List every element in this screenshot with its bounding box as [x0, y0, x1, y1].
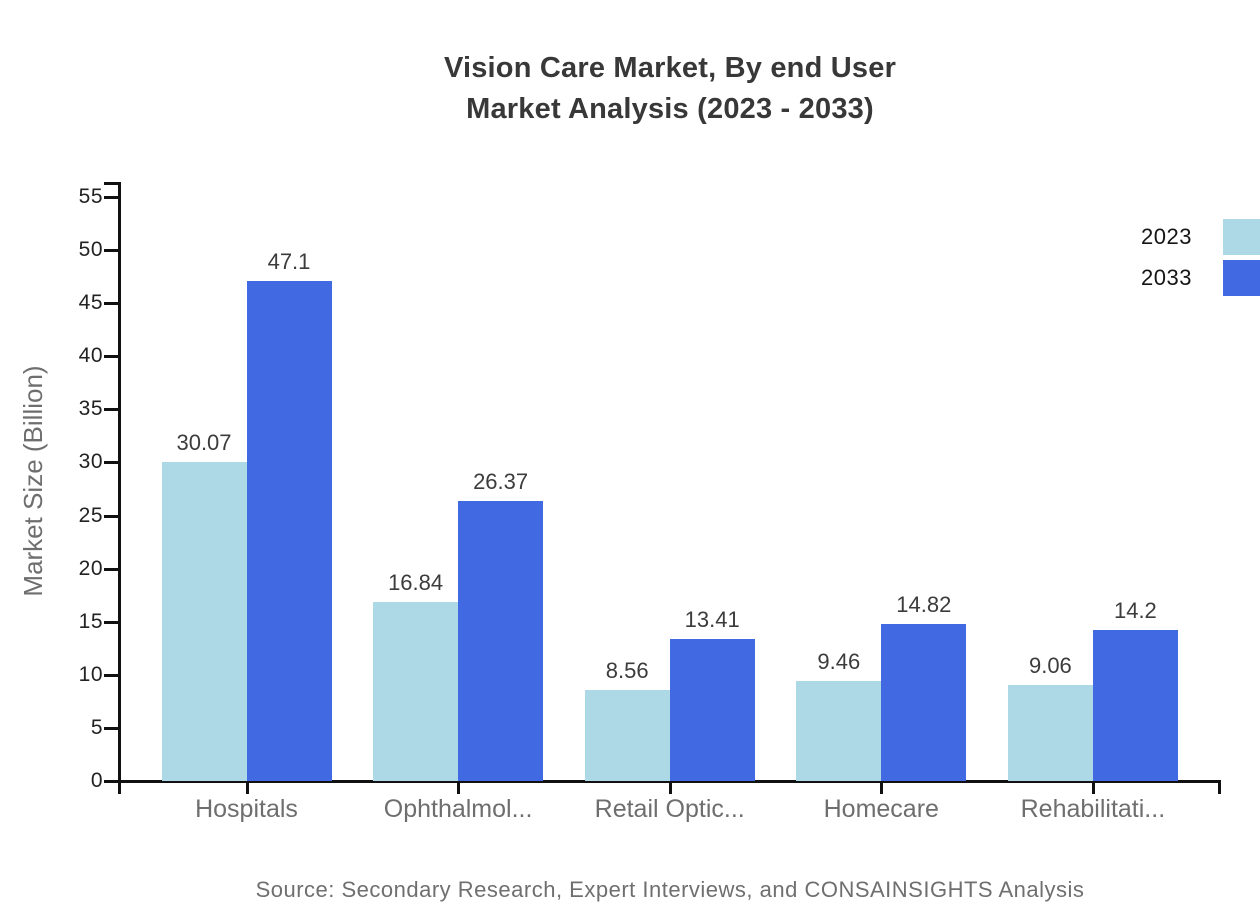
y-tick-label: 35: [78, 397, 103, 421]
y-tick-label: 20: [78, 556, 103, 580]
legend-swatch-2023: [1223, 219, 1260, 255]
y-tick: [104, 620, 118, 624]
category-label: Ophthalmol...: [383, 795, 533, 823]
x-tick: [668, 781, 672, 794]
value-label: 26.37: [473, 468, 529, 494]
y-tick: [104, 249, 118, 253]
category-label: Rehabilitati...: [1020, 795, 1166, 823]
y-tick-label: 10: [78, 662, 103, 686]
bar-2033: [1092, 630, 1178, 781]
y-axis-end-tick: [104, 182, 118, 185]
bar-2033: [246, 280, 332, 781]
category-label: Homecare: [823, 795, 939, 823]
y-tick-label: 5: [90, 715, 103, 739]
x-tick: [245, 781, 249, 794]
y-tick: [104, 726, 118, 730]
y-tick: [104, 408, 118, 412]
y-tick: [104, 461, 118, 465]
bar-2023: [373, 602, 459, 781]
y-tick: [104, 302, 118, 306]
bar-2033: [669, 638, 755, 781]
x-axis-corner-tick: [118, 781, 121, 794]
y-tick-label: 30: [78, 450, 103, 474]
value-label: 47.1: [267, 248, 311, 274]
y-tick-label: 25: [78, 503, 103, 527]
category-label: Hospitals: [195, 795, 298, 823]
legend-item-2033: 2033: [1080, 260, 1260, 296]
value-label: 14.2: [1113, 598, 1157, 624]
y-tick-label: 15: [78, 609, 103, 633]
y-tick: [104, 514, 118, 518]
x-tick: [1091, 781, 1095, 794]
value-label: 9.46: [817, 648, 861, 674]
chart-title-line1: Vision Care Market, By end User: [443, 52, 897, 84]
bar-2023: [1007, 684, 1093, 781]
value-label: 9.06: [1028, 652, 1072, 678]
bar-2033: [881, 623, 967, 781]
legend-label-2023: 2023: [1141, 224, 1192, 249]
y-tick: [104, 567, 118, 571]
y-tick: [104, 196, 118, 199]
y-axis-line: [118, 182, 121, 782]
chart-title: Vision Care Market, By end User Market A…: [80, 48, 1260, 130]
x-axis-line: [104, 780, 1221, 783]
y-tick: [104, 673, 118, 677]
legend-swatch-2033: [1223, 260, 1260, 296]
legend: 2023 2033: [1080, 219, 1260, 301]
y-tick-label: 50: [78, 238, 103, 262]
bar-2023: [584, 690, 670, 781]
y-tick-label: 40: [78, 344, 103, 368]
y-tick-label: 45: [78, 291, 103, 315]
x-tick: [457, 781, 461, 794]
y-tick-label: 0: [90, 769, 103, 792]
x-axis-end-tick: [1218, 781, 1221, 794]
bar-2033: [458, 500, 544, 781]
source-note: Source: Secondary Research, Expert Inter…: [255, 877, 1085, 902]
y-tick-label: 55: [78, 185, 103, 208]
y-tick: [104, 355, 118, 359]
x-tick: [880, 781, 884, 794]
chart-title-line2: Market Analysis (2023 - 2033): [466, 93, 874, 125]
bar-2023: [796, 680, 882, 781]
category-label: Retail Optic...: [594, 795, 745, 823]
legend-label-2033: 2033: [1141, 265, 1192, 290]
legend-item-2023: 2023: [1080, 219, 1260, 255]
value-label: 16.84: [388, 570, 444, 596]
value-label: 8.56: [605, 658, 649, 684]
value-label: 30.07: [176, 429, 232, 455]
value-label: 13.41: [684, 606, 740, 632]
value-label: 14.82: [896, 591, 952, 617]
bar-2023: [161, 461, 247, 781]
